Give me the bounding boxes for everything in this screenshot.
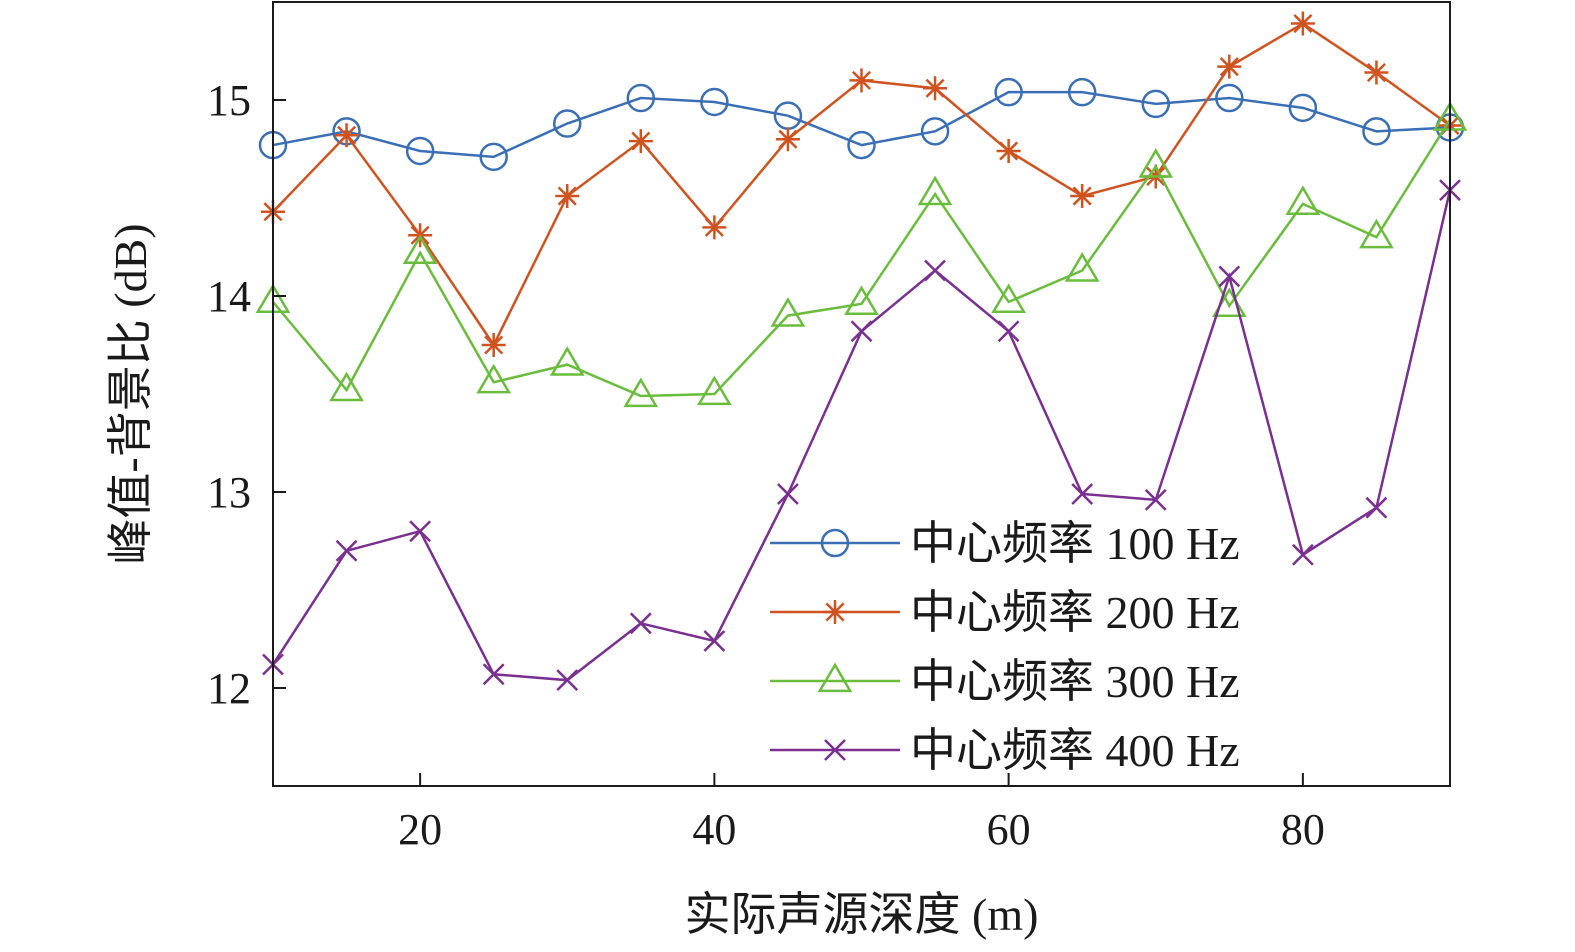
data-point — [479, 142, 508, 172]
data-point — [991, 283, 1027, 314]
data-point — [844, 285, 879, 316]
legend: 中心频率 100 Hz 中心频率 200 Hz 中心频率 300 Hz 中心频率 40… — [770, 518, 1240, 776]
data-point — [555, 184, 580, 209]
data-point — [1067, 77, 1097, 107]
data-point — [777, 483, 799, 505]
data-point — [847, 130, 876, 160]
data-point — [702, 215, 727, 240]
data-point — [1064, 252, 1100, 282]
series-layer — [255, 11, 1468, 692]
data-point — [409, 520, 432, 543]
data-point — [703, 630, 726, 652]
legend-marker — [817, 662, 853, 693]
x-tick-label: 60 — [987, 805, 1031, 854]
data-point — [482, 663, 505, 686]
data-point — [405, 136, 435, 166]
series-line — [272, 90, 1451, 159]
data-point — [920, 117, 950, 146]
legend-marker — [820, 528, 850, 558]
data-point — [923, 76, 948, 101]
data-point — [1290, 11, 1315, 36]
data-point — [1364, 60, 1389, 85]
x-axis-title: 实际声源深度 (m) — [685, 889, 1039, 940]
series-3 — [255, 101, 1468, 408]
data-point — [1365, 496, 1388, 519]
data-point — [329, 371, 364, 402]
y-tick-label: 13 — [207, 468, 251, 517]
x-tick-label: 80 — [1281, 805, 1325, 854]
data-point — [1215, 83, 1244, 113]
data-point — [553, 109, 582, 138]
data-point — [700, 87, 729, 117]
data-point — [1138, 148, 1174, 178]
data-point — [917, 175, 953, 206]
data-point — [629, 612, 652, 635]
data-point — [997, 320, 1020, 343]
data-point — [402, 234, 438, 265]
legend-marker — [823, 600, 847, 624]
data-point — [1141, 89, 1170, 119]
data-point — [626, 83, 656, 113]
legend-marker — [824, 739, 846, 761]
y-tick-label: 15 — [207, 76, 251, 125]
legend-entry: 中心频率 300 Hz — [770, 656, 1240, 707]
data-point — [770, 297, 806, 327]
data-point — [1362, 117, 1391, 146]
data-point — [696, 375, 732, 406]
data-point — [334, 123, 359, 148]
y-tick-label: 14 — [207, 272, 251, 321]
series-4 — [262, 179, 1461, 692]
data-point — [850, 320, 873, 343]
data-point — [549, 346, 585, 376]
data-point — [924, 259, 946, 282]
plot-frame — [272, 1, 1451, 787]
data-point — [556, 669, 579, 692]
legend-label: 中心频率 400 Hz — [910, 725, 1240, 776]
data-point — [1359, 218, 1394, 249]
data-point — [628, 129, 653, 154]
legend-label: 中心频率 300 Hz — [910, 656, 1240, 707]
data-point — [481, 333, 506, 357]
data-point — [1288, 93, 1318, 123]
data-point — [1144, 488, 1167, 511]
data-point — [996, 138, 1021, 163]
data-point — [335, 539, 358, 562]
data-point — [1217, 54, 1242, 79]
data-point — [476, 363, 512, 394]
x-tick-label: 20 — [398, 805, 442, 854]
legend-entry: 中心频率 100 Hz — [770, 518, 1240, 569]
data-point — [1291, 543, 1314, 566]
legend-entry: 中心频率 400 Hz — [770, 725, 1240, 776]
data-point — [623, 377, 659, 408]
data-point — [994, 77, 1023, 107]
legend-entry: 中心频率 200 Hz — [770, 587, 1240, 638]
data-point — [1070, 184, 1095, 209]
data-point — [1071, 483, 1094, 505]
data-point — [1218, 265, 1241, 288]
y-axis-title: 峰值-背景比 (dB) — [105, 223, 156, 564]
x-tick-label: 40 — [692, 805, 736, 854]
data-point — [775, 127, 800, 152]
data-point — [1285, 185, 1321, 216]
series-line — [272, 118, 1452, 398]
legend-label: 中心频率 200 Hz — [910, 587, 1240, 638]
ticks-layer: 20 40 60 80 12 13 14 15 — [207, 76, 1325, 854]
legend-label: 中心频率 100 Hz — [910, 518, 1240, 569]
y-tick-label: 12 — [207, 664, 251, 713]
data-point — [849, 68, 874, 93]
